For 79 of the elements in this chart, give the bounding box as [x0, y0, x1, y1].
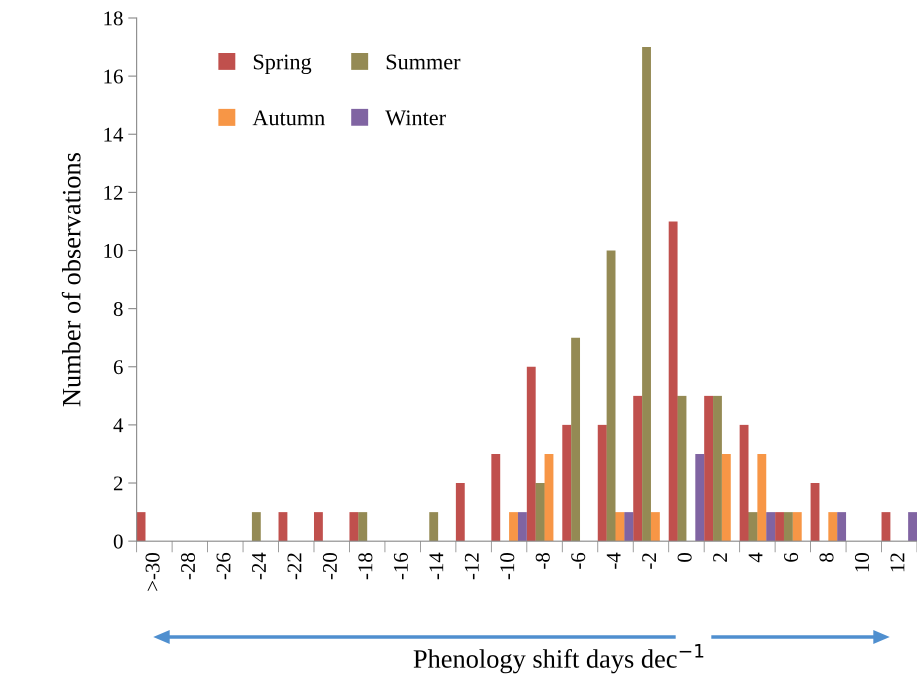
x-tick-label: -28 [180, 553, 196, 580]
y-tick-label: 10 [104, 244, 123, 258]
x-tick-label: -16 [394, 552, 408, 580]
bar [695, 454, 704, 542]
y-tick-label: 14 [104, 128, 124, 142]
bar [536, 483, 545, 542]
legend-label: Summer [386, 54, 460, 70]
bar [837, 512, 846, 542]
bar [882, 512, 890, 542]
bar [748, 512, 758, 542]
y-tick-label: 2 [114, 476, 122, 490]
x-tick-label: -22 [287, 553, 302, 580]
y-tick-label: 16 [104, 70, 123, 84]
x-tick-label: -8 [536, 553, 550, 569]
bar [624, 512, 634, 542]
y-tick-label: 8 [114, 302, 123, 316]
bar [784, 512, 793, 542]
bar [615, 512, 624, 542]
bar [358, 512, 368, 542]
bar [740, 424, 749, 542]
bar [606, 250, 616, 542]
x-tick-label: 0 [678, 553, 692, 562]
x-tick-label: -2 [642, 553, 656, 569]
bar [633, 396, 642, 542]
x-tick-label: >-30 [146, 553, 160, 591]
bar [828, 512, 838, 542]
bar [518, 512, 527, 542]
bar [668, 221, 678, 542]
legend-label: Autumn [252, 110, 325, 126]
x-tick-label: -10 [500, 553, 514, 580]
x-axis-title: Phenology shift days dec$^{−1}$ [414, 644, 704, 674]
x-tick-label: -26 [216, 552, 231, 580]
bar [456, 483, 465, 542]
bar [349, 512, 358, 542]
x-tick-label: 8 [819, 553, 834, 562]
x-tick-label: -6 [571, 552, 586, 569]
bar [544, 454, 554, 542]
bar [429, 512, 438, 542]
y-axis-title: Number of observations [62, 153, 81, 406]
bar [766, 512, 776, 542]
bar [491, 454, 500, 542]
x-tick-label: 2 [713, 553, 727, 562]
x-tick-label: 12 [890, 553, 904, 572]
y-tick-label: 4 [113, 418, 124, 432]
bar [678, 396, 686, 542]
bar [314, 512, 323, 542]
y-tick-label: 0 [114, 534, 123, 549]
bar [571, 338, 580, 542]
bar [562, 424, 572, 542]
legend-label: Spring [254, 54, 312, 74]
y-tick-label: 12 [104, 186, 122, 200]
bar [757, 454, 766, 542]
legend-label: Winter [385, 110, 446, 126]
bar [642, 47, 651, 542]
x-tick-label: -18 [358, 553, 372, 580]
x-tick-label: 4 [748, 552, 762, 562]
y-tick-label: 18 [104, 11, 123, 26]
bar [713, 396, 722, 542]
bar [252, 512, 261, 542]
bar [278, 512, 288, 542]
bar [136, 512, 146, 542]
bar [704, 396, 714, 542]
bar [908, 512, 917, 542]
x-tick-label: 10 [854, 553, 870, 572]
bar [598, 424, 607, 542]
y-tick-label: 6 [114, 360, 123, 374]
bar [526, 366, 536, 542]
bar [810, 483, 820, 542]
x-tick-label: -14 [429, 552, 444, 580]
x-tick-label: -12 [464, 553, 479, 580]
x-tick-label: -4 [606, 552, 621, 569]
x-tick-label: -24 [252, 552, 266, 580]
bar [775, 512, 784, 542]
bar [792, 512, 802, 542]
bar [650, 512, 660, 542]
x-tick-label: 6 [784, 552, 798, 562]
bar [509, 512, 518, 542]
bar [722, 454, 731, 542]
x-tick-label: -20 [322, 553, 337, 580]
